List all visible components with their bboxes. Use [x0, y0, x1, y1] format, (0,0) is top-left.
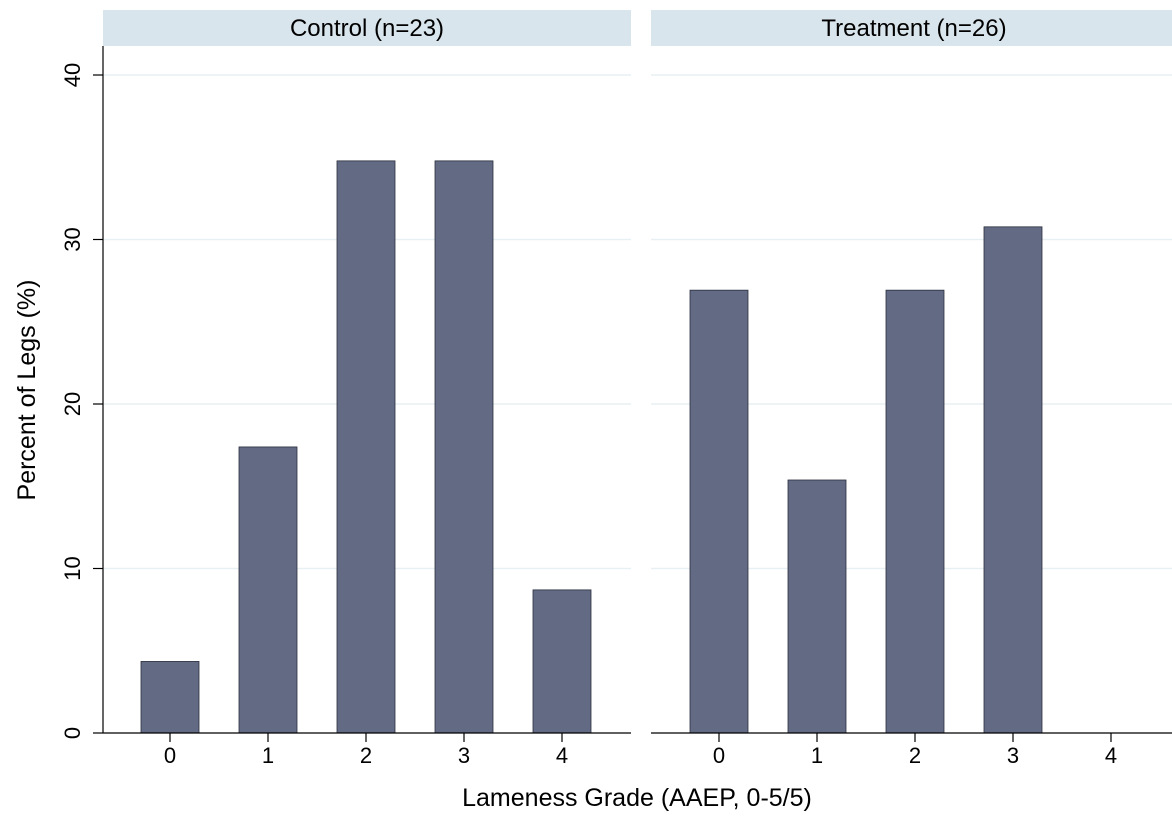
x-ticks-control: 0 1 2 3 4: [103, 732, 631, 768]
y-tick-label-40: 40: [60, 63, 85, 87]
y-tick-label-0: 0: [60, 727, 85, 739]
y-axis-title: Percent of Legs (%): [13, 280, 41, 501]
bars-control: [140, 160, 592, 734]
bar-grade-3: [434, 160, 494, 734]
bar-grade-3: [983, 226, 1043, 734]
x-tick-label-1: 1: [811, 743, 823, 768]
x-tick-label-4: 4: [556, 743, 568, 768]
bar-grade-0: [689, 289, 749, 734]
y-tick-label-30: 30: [60, 227, 85, 251]
panel-title-control: Control (n=23): [290, 15, 444, 42]
x-tick-label-0: 0: [164, 743, 176, 768]
x-tick-label-4: 4: [1105, 743, 1117, 768]
panel-header-treatment: [651, 10, 1172, 46]
panel-treatment: Treatment (n=26) 0 1 2 3 4: [651, 10, 1172, 768]
panel-header-control: [103, 10, 631, 46]
bar-grade-0: [140, 661, 200, 734]
y-axis: 0 10 20 30 40: [60, 46, 104, 739]
bar-grade-1: [238, 446, 298, 734]
y-tick-label-10: 10: [60, 556, 85, 580]
panel-title-treatment: Treatment (n=26): [821, 15, 1006, 42]
x-tick-label-0: 0: [713, 743, 725, 768]
x-ticks-treatment: 0 1 2 3 4: [651, 732, 1172, 768]
bar-grade-2: [885, 289, 945, 734]
bar-grade-1: [787, 479, 847, 734]
bar-grade-4: [532, 589, 592, 734]
bar-grade-2: [336, 160, 396, 734]
x-axis-title: Lameness Grade (AAEP, 0-5/5): [462, 784, 812, 812]
bars-treatment: [689, 226, 1043, 734]
y-tick-label-20: 20: [60, 392, 85, 416]
x-tick-label-2: 2: [360, 743, 372, 768]
x-tick-label-2: 2: [909, 743, 921, 768]
panel-control: Control (n=23) 0 1 2 3 4: [103, 10, 631, 768]
x-tick-label-3: 3: [1007, 743, 1019, 768]
x-tick-label-1: 1: [262, 743, 274, 768]
x-tick-label-3: 3: [458, 743, 470, 768]
